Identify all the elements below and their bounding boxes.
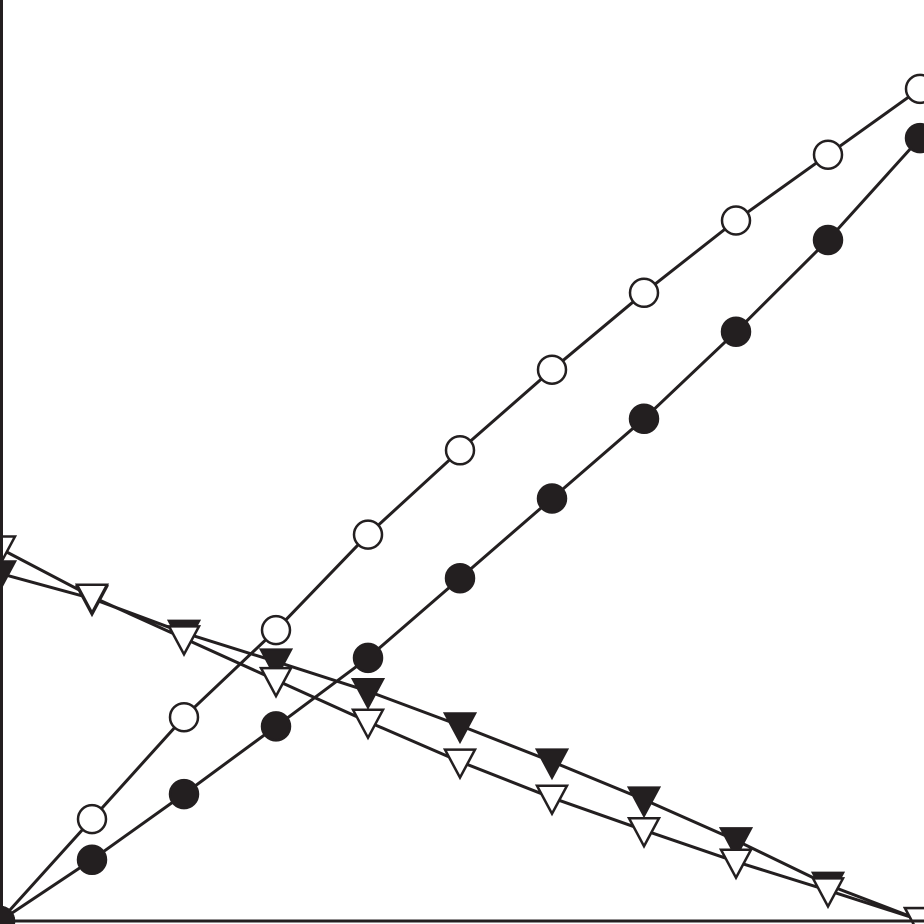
series-4-point (626, 816, 662, 849)
series-2-point (168, 778, 200, 810)
series-4-point (0, 535, 18, 568)
series-3-point (258, 648, 294, 681)
series-3-point (626, 786, 662, 819)
series-3-line (0, 572, 921, 922)
series-2-point (904, 122, 924, 154)
series-1-line (0, 87, 921, 923)
series-3-point (718, 827, 754, 860)
series-2-point (628, 403, 660, 435)
series-4-point (718, 848, 754, 881)
series-4-point (74, 583, 110, 616)
series-1-point (168, 701, 200, 733)
series-3-point (350, 677, 386, 710)
series-2-point (352, 642, 384, 674)
series-1-point (812, 139, 844, 170)
series-4-point (534, 784, 570, 817)
series-lines (0, 87, 922, 923)
series-4-point (166, 625, 202, 658)
series-3-point (534, 748, 570, 781)
series-2-line (0, 137, 922, 923)
series-1-point (628, 277, 660, 309)
series-3-point (0, 560, 18, 593)
series-1-point (76, 803, 108, 835)
series-1-point (352, 519, 384, 550)
series-2-point (260, 711, 292, 742)
series-1-point (536, 354, 568, 385)
series-1-point (444, 435, 476, 466)
series-markers (0, 73, 924, 924)
series-4-point (258, 666, 294, 699)
series-2-point (444, 562, 476, 594)
series-2-point (812, 224, 844, 256)
series-2-point (76, 844, 108, 876)
series-4-point (442, 748, 478, 781)
series-2-point (536, 483, 568, 514)
series-4-point (810, 877, 846, 910)
series-1-point (260, 614, 292, 646)
series-4-point (350, 708, 386, 741)
series-1-point (720, 205, 752, 236)
series-3-point (442, 712, 478, 745)
series-1-point (904, 73, 924, 105)
series-2-point (720, 316, 752, 347)
